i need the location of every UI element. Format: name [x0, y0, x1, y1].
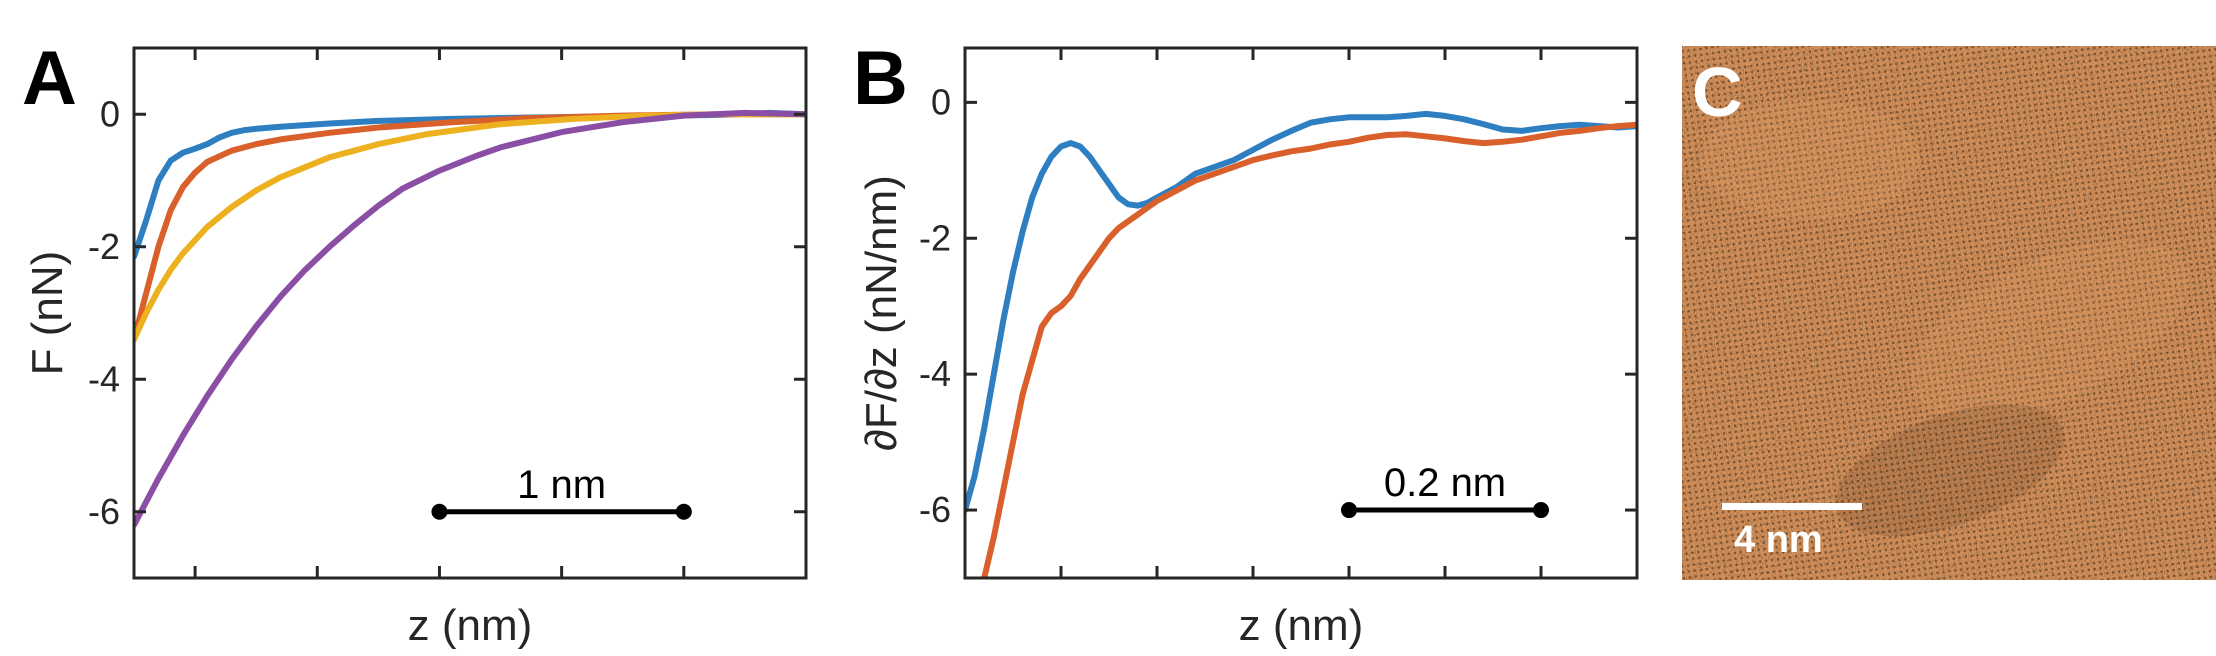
y-tick-label: -6 [88, 491, 120, 532]
panel-b-series [965, 110, 1637, 578]
panel-b-scalebar: 0.2 nm [1341, 461, 1549, 519]
panel-b-x-axis-title: z (nm) [1239, 601, 1364, 650]
panel-c-scalebar-label: 4 nm [1734, 519, 1823, 561]
panel-a-series-purple-line [134, 109, 806, 528]
scalebar-label: 0.2 nm [1384, 461, 1506, 505]
panel-a-ticks: 0 -2 -4 -6 [88, 48, 806, 578]
panel-a-scalebar: 1 nm [431, 463, 692, 520]
scalebar-endpoint [1341, 502, 1357, 519]
panel-a-x-axis-title: z (nm) [408, 601, 533, 650]
panel-b-series-blue-line [965, 110, 1637, 514]
y-tick-label: 0 [931, 81, 951, 122]
panel-b-series-orange-line [981, 121, 1637, 578]
stm-lattice-overlay [1682, 46, 2216, 580]
stm-bright-domain [1700, 100, 1920, 220]
y-tick-label: -2 [88, 226, 120, 267]
y-tick-label: -6 [919, 489, 951, 530]
stm-dark-domain [1835, 404, 2065, 536]
panel-a-series-yellow-line [134, 111, 806, 343]
y-tick-label: -2 [919, 217, 951, 258]
scalebar-label: 1 nm [517, 463, 606, 507]
y-tick-label: -4 [88, 358, 120, 399]
y-tick-label: 0 [100, 93, 120, 134]
panel-b-y-axis-title: ∂F/∂z (nN/nm) [857, 175, 906, 451]
panel-b: B 0 -2 -4 -6 0.2 nm z (nm) ∂F/∂z (nN/nm) [853, 36, 1639, 650]
panel-a-y-axis-title: F (nN) [23, 251, 72, 376]
scalebar-endpoint [431, 503, 448, 520]
panel-b-ticks: 0 -2 -4 -6 [919, 48, 1637, 578]
panel-c-scalebar-line [1722, 503, 1862, 510]
stm-bright-domain [1910, 240, 2190, 420]
panel-b-axes-box [963, 46, 1639, 580]
panel-a-series [134, 109, 806, 528]
panel-a-letter: A [22, 36, 77, 121]
panel-c-letter: C [1692, 53, 1743, 131]
panel-a: A 0 -2 -4 -6 1 nm z (nm) F (nN) [22, 36, 808, 650]
panel-a-series-blue-line [134, 109, 806, 260]
scalebar-endpoint [675, 503, 692, 520]
panel-b-letter: B [853, 36, 908, 121]
y-tick-label: -4 [919, 353, 951, 394]
panel-c: C 4 nm [1682, 46, 2216, 580]
panel-a-series-orange-line [134, 111, 806, 343]
panel-a-axes-box [132, 46, 808, 580]
scalebar-endpoint [1533, 502, 1549, 519]
